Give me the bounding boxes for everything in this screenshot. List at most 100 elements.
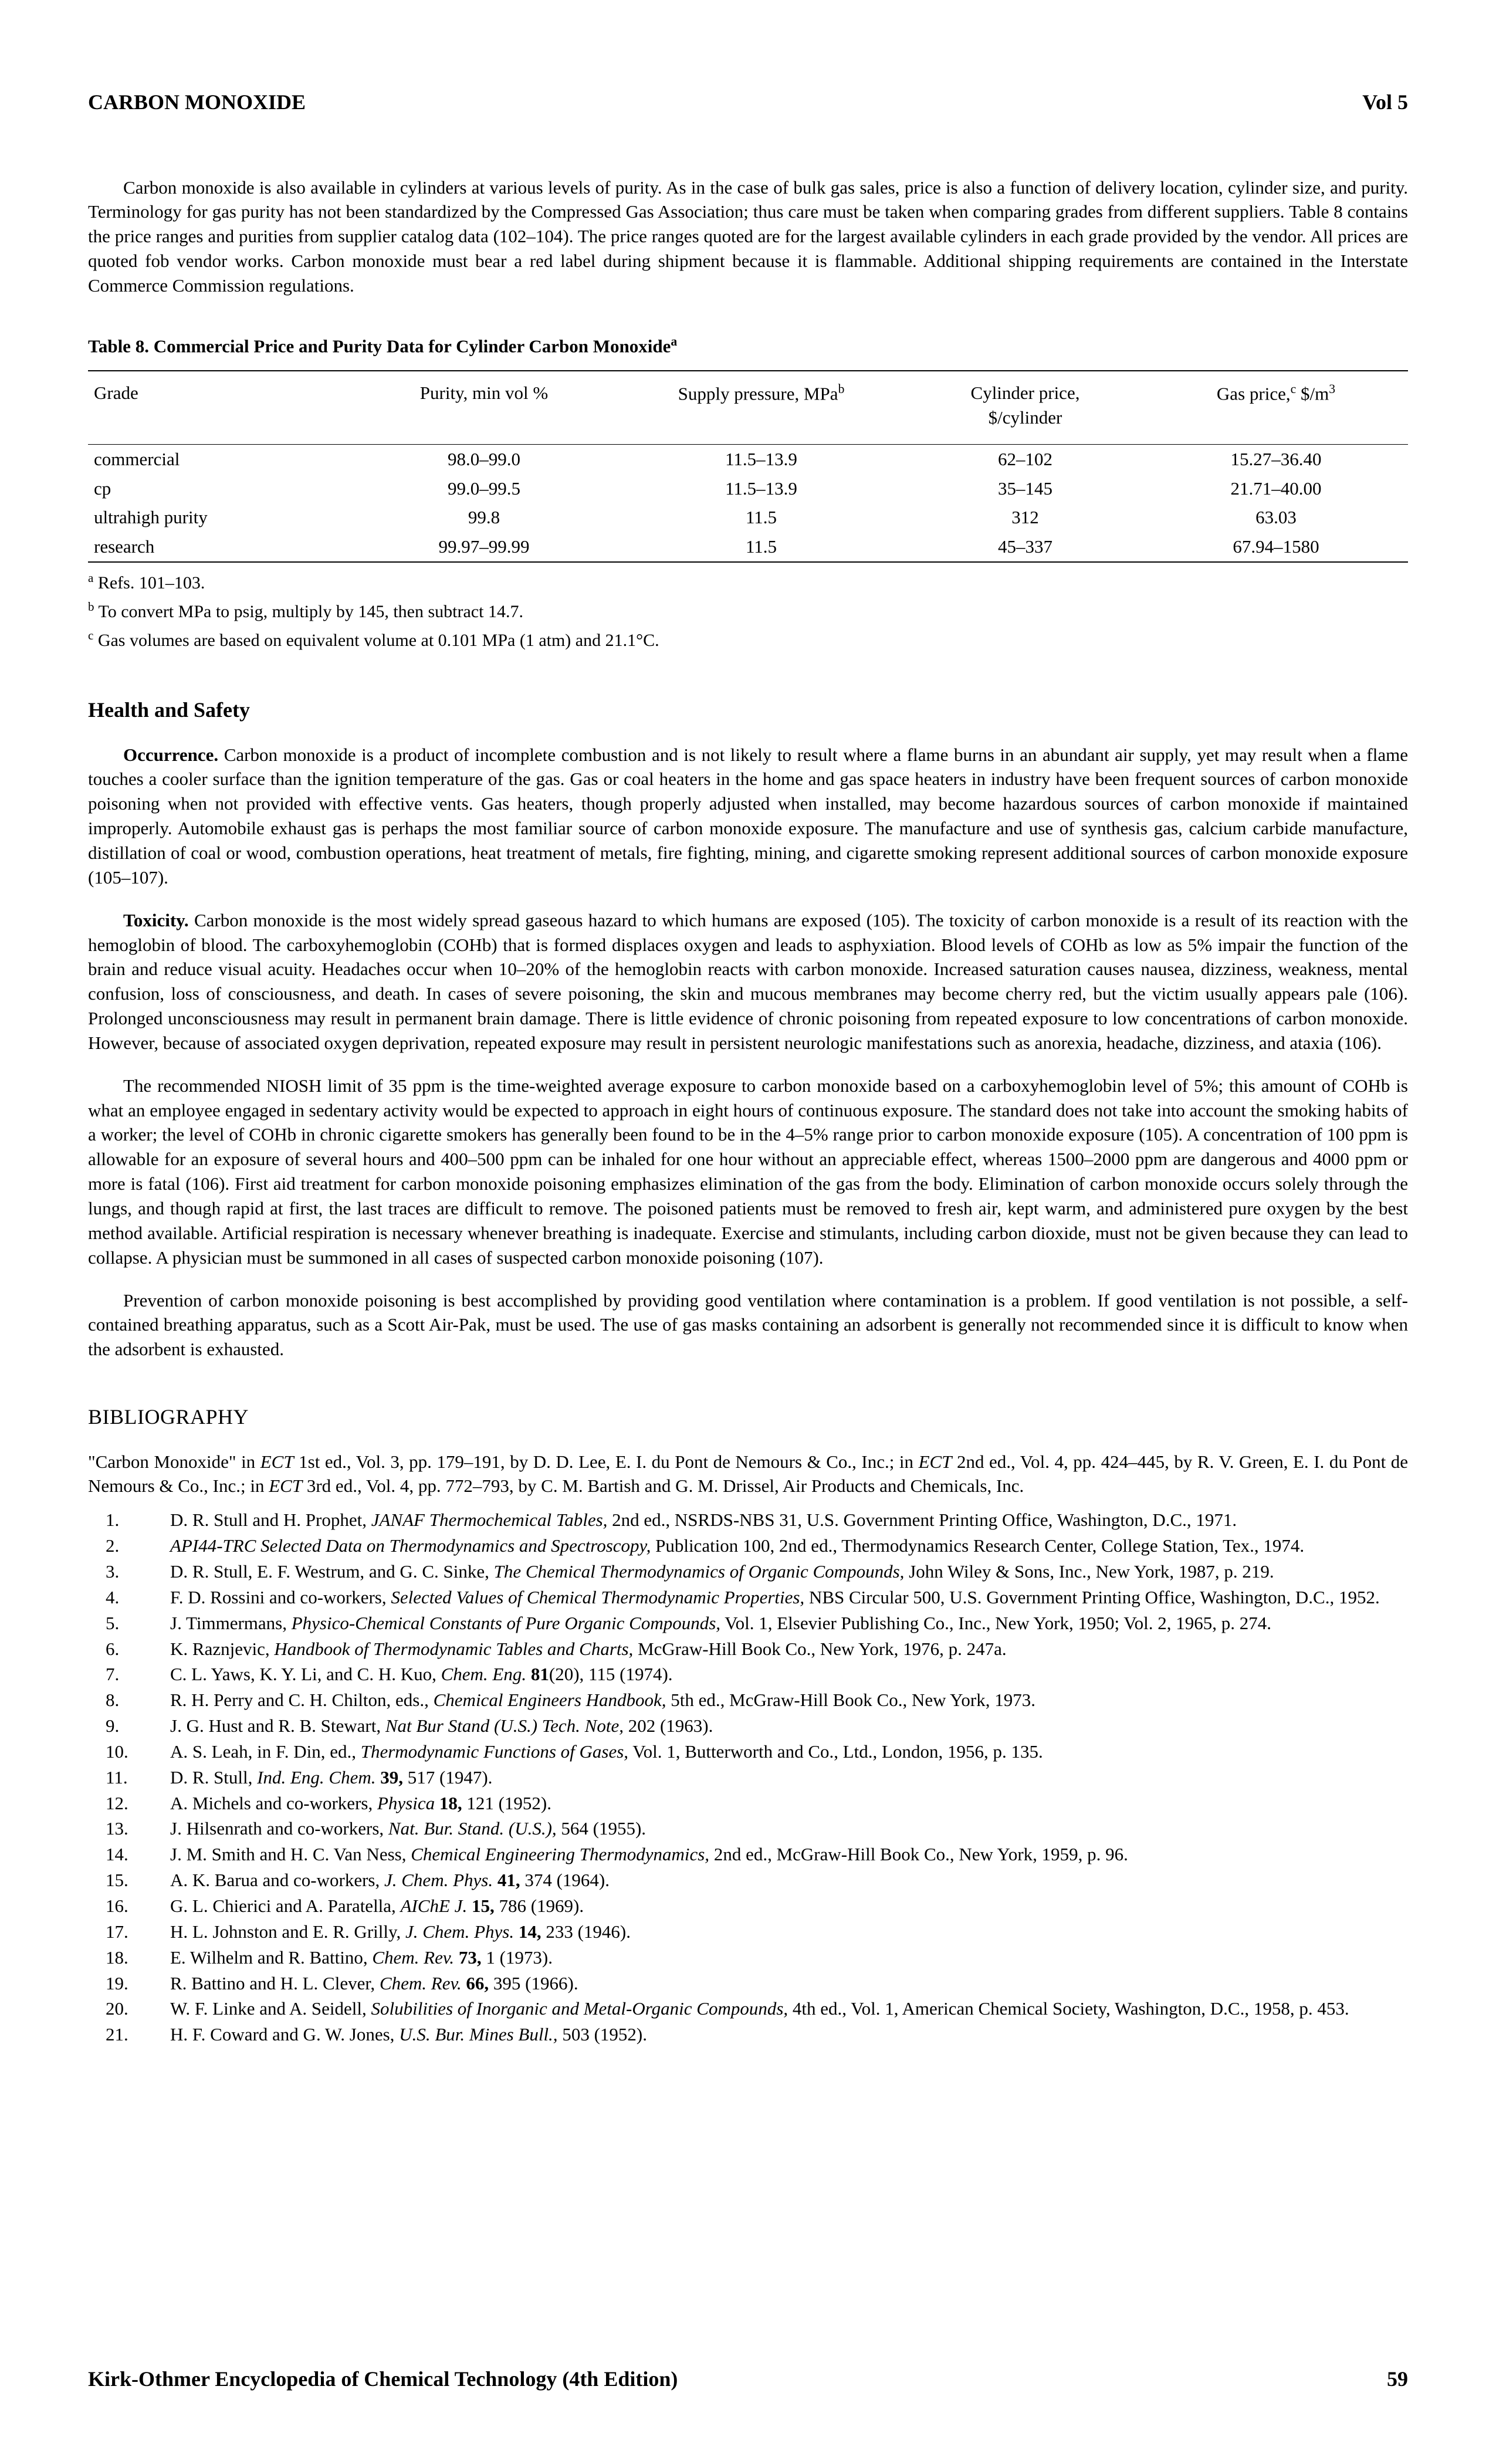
reference-item: 12.A. Michels and co-workers, Physica 18… <box>88 1791 1408 1816</box>
table-cell: 312 <box>906 503 1144 532</box>
col-gasprice: Gas price,c $/m3 <box>1144 371 1408 444</box>
reference-text: G. L. Chierici and A. Paratella, AIChE J… <box>170 1894 1408 1918</box>
footnote-c: c Gas volumes are based on equivalent vo… <box>88 626 1408 655</box>
reference-text: C. L. Yaws, K. Y. Li, and C. H. Kuo, Che… <box>170 1662 1408 1687</box>
reference-item: 3.D. R. Stull, E. F. Westrum, and G. C. … <box>88 1559 1408 1584</box>
table-cell: 67.94–1580 <box>1144 532 1408 562</box>
table-footnotes: a Refs. 101–103. b To convert MPa to psi… <box>88 568 1408 655</box>
footnote-b-text: To convert MPa to psig, multiply by 145,… <box>94 602 523 621</box>
table-cell: 99.97–99.99 <box>352 532 616 562</box>
reference-number: 20. <box>88 1996 170 2021</box>
toxicity-para: Toxicity. Carbon monoxide is the most wi… <box>88 908 1408 1055</box>
reference-text: H. L. Johnston and E. R. Grilly, J. Chem… <box>170 1920 1408 1944</box>
col-gasprice-sup: c <box>1291 382 1297 396</box>
reference-number: 10. <box>88 1739 170 1764</box>
reference-number: 18. <box>88 1945 170 1970</box>
reference-text: D. R. Stull, Ind. Eng. Chem. 39, 517 (19… <box>170 1765 1408 1790</box>
table-cell: 15.27–36.40 <box>1144 444 1408 473</box>
reference-number: 8. <box>88 1688 170 1712</box>
table-cell: 62–102 <box>906 444 1144 473</box>
reference-number: 21. <box>88 2022 170 2047</box>
reference-text: A. S. Leah, in F. Din, ed., Thermodynami… <box>170 1739 1408 1764</box>
table-cell: 11.5–13.9 <box>616 444 906 473</box>
table-cell: 35–145 <box>906 474 1144 503</box>
col-cylprice-l2: $/cylinder <box>989 407 1062 428</box>
reference-item: 2.API44-TRC Selected Data on Thermodynam… <box>88 1534 1408 1558</box>
table-cell: 21.71–40.00 <box>1144 474 1408 503</box>
col-cylprice-l1: Cylinder price, <box>971 383 1080 403</box>
table-title: Table 8. Commercial Price and Purity Dat… <box>88 333 1408 358</box>
bibliography-intro: "Carbon Monoxide" in ECT 1st ed., Vol. 3… <box>88 1450 1408 1499</box>
reference-number: 1. <box>88 1508 170 1532</box>
table-cell: 99.0–99.5 <box>352 474 616 503</box>
page-header: CARBON MONOXIDE Vol 5 <box>88 88 1408 117</box>
reference-item: 8.R. H. Perry and C. H. Chilton, eds., C… <box>88 1688 1408 1712</box>
reference-number: 14. <box>88 1842 170 1867</box>
reference-text: E. Wilhelm and R. Battino, Chem. Rev. 73… <box>170 1945 1408 1970</box>
reference-number: 17. <box>88 1920 170 1944</box>
table-cell: cp <box>88 474 352 503</box>
header-title: CARBON MONOXIDE <box>88 88 306 117</box>
reference-text: A. Michels and co-workers, Physica 18, 1… <box>170 1791 1408 1816</box>
references-list: 1.D. R. Stull and H. Prophet, JANAF Ther… <box>88 1508 1408 2047</box>
reference-text: API44-TRC Selected Data on Thermodynamic… <box>170 1534 1408 1558</box>
table-cell: 11.5–13.9 <box>616 474 906 503</box>
table-row: research99.97–99.9911.545–33767.94–1580 <box>88 532 1408 562</box>
reference-number: 12. <box>88 1791 170 1816</box>
table-row: commercial98.0–99.011.5–13.962–10215.27–… <box>88 444 1408 473</box>
reference-text: F. D. Rossini and co-workers, Selected V… <box>170 1585 1408 1610</box>
footer-right: 59 <box>1387 2365 1408 2394</box>
reference-number: 3. <box>88 1559 170 1584</box>
reference-text: J. M. Smith and H. C. Van Ness, Chemical… <box>170 1842 1408 1867</box>
footer-left: Kirk-Othmer Encyclopedia of Chemical Tec… <box>88 2365 678 2394</box>
col-pressure: Supply pressure, MPab <box>616 371 906 444</box>
bibliography-heading: BIBLIOGRAPHY <box>88 1403 1408 1431</box>
reference-text: J. Timmermans, Physico-Chemical Constant… <box>170 1611 1408 1636</box>
table-body: commercial98.0–99.011.5–13.962–10215.27–… <box>88 444 1408 562</box>
table-header-row: Grade Purity, min vol % Supply pressure,… <box>88 371 1408 444</box>
footnote-a-text: Refs. 101–103. <box>93 573 205 593</box>
reference-number: 15. <box>88 1868 170 1893</box>
toxicity-label: Toxicity. <box>123 910 189 930</box>
table-title-text: Table 8. Commercial Price and Purity Dat… <box>88 336 671 356</box>
table-cell: ultrahigh purity <box>88 503 352 532</box>
reference-text: H. F. Coward and G. W. Jones, U.S. Bur. … <box>170 2022 1408 2047</box>
reference-number: 7. <box>88 1662 170 1687</box>
table-cell: 11.5 <box>616 503 906 532</box>
reference-item: 21.H. F. Coward and G. W. Jones, U.S. Bu… <box>88 2022 1408 2047</box>
col-purity: Purity, min vol % <box>352 371 616 444</box>
reference-item: 19.R. Battino and H. L. Clever, Chem. Re… <box>88 1971 1408 1996</box>
reference-number: 9. <box>88 1714 170 1738</box>
table-row: ultrahigh purity99.811.531263.03 <box>88 503 1408 532</box>
reference-item: 11.D. R. Stull, Ind. Eng. Chem. 39, 517 … <box>88 1765 1408 1790</box>
reference-text: J. Hilsenrath and co-workers, Nat. Bur. … <box>170 1816 1408 1841</box>
header-vol: Vol 5 <box>1362 88 1408 117</box>
reference-number: 16. <box>88 1894 170 1918</box>
reference-text: K. Raznjevic, Handbook of Thermodynamic … <box>170 1637 1408 1661</box>
col-gasprice-unit: $/m <box>1296 383 1329 404</box>
table-row: cp99.0–99.511.5–13.935–14521.71–40.00 <box>88 474 1408 503</box>
reference-item: 17.H. L. Johnston and E. R. Grilly, J. C… <box>88 1920 1408 1944</box>
reference-item: 20.W. F. Linke and A. Seidell, Solubilit… <box>88 1996 1408 2021</box>
table-cell: 45–337 <box>906 532 1144 562</box>
footnote-b: b To convert MPa to psig, multiply by 14… <box>88 597 1408 626</box>
reference-text: R. H. Perry and C. H. Chilton, eds., Che… <box>170 1688 1408 1712</box>
reference-number: 6. <box>88 1637 170 1661</box>
reference-item: 13.J. Hilsenrath and co-workers, Nat. Bu… <box>88 1816 1408 1841</box>
reference-number: 5. <box>88 1611 170 1636</box>
reference-item: 10.A. S. Leah, in F. Din, ed., Thermodyn… <box>88 1739 1408 1764</box>
niosh-para: The recommended NIOSH limit of 35 ppm is… <box>88 1074 1408 1270</box>
reference-text: R. Battino and H. L. Clever, Chem. Rev. … <box>170 1971 1408 1996</box>
occurrence-text: Carbon monoxide is a product of incomple… <box>88 744 1408 888</box>
reference-item: 6.K. Raznjevic, Handbook of Thermodynami… <box>88 1637 1408 1661</box>
reference-item: 15.A. K. Barua and co-workers, J. Chem. … <box>88 1868 1408 1893</box>
reference-number: 13. <box>88 1816 170 1841</box>
reference-text: D. R. Stull, E. F. Westrum, and G. C. Si… <box>170 1559 1408 1584</box>
health-safety-heading: Health and Safety <box>88 696 1408 725</box>
table-cell: 63.03 <box>1144 503 1408 532</box>
reference-item: 18.E. Wilhelm and R. Battino, Chem. Rev.… <box>88 1945 1408 1970</box>
reference-number: 4. <box>88 1585 170 1610</box>
reference-number: 2. <box>88 1534 170 1558</box>
reference-number: 11. <box>88 1765 170 1790</box>
page-footer: Kirk-Othmer Encyclopedia of Chemical Tec… <box>88 2365 1408 2394</box>
